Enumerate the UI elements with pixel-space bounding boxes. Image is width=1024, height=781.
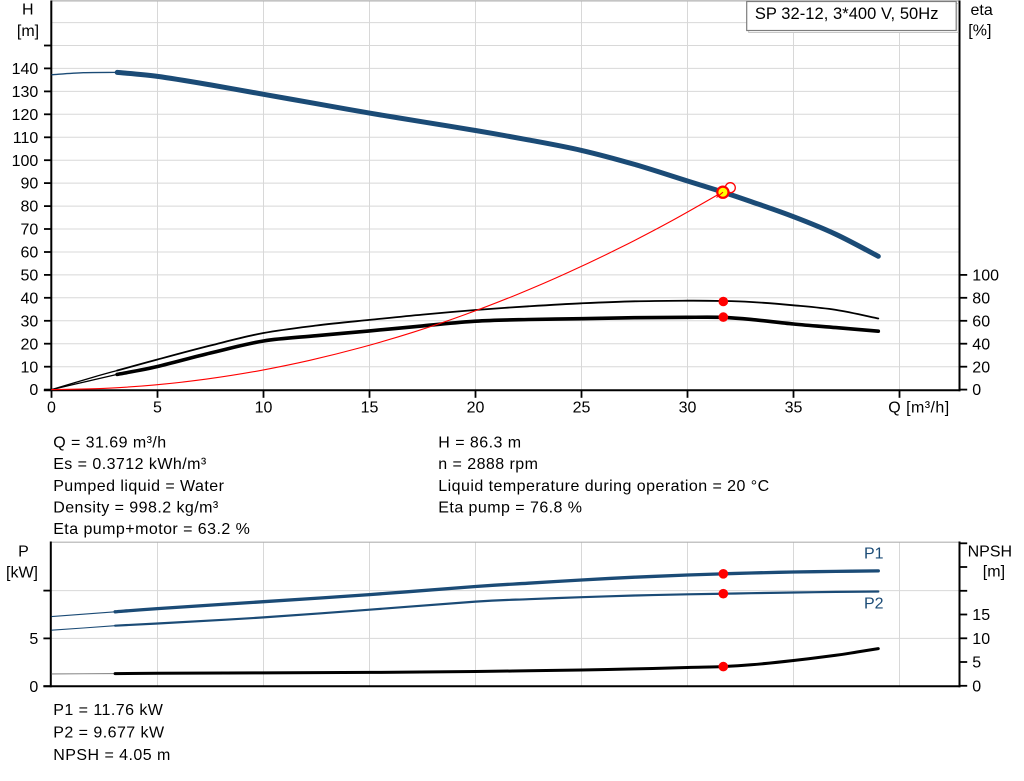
svg-text:[kW]: [kW] [6, 564, 38, 581]
svg-text:20: 20 [21, 336, 39, 353]
svg-text:eta: eta [971, 2, 993, 19]
svg-text:130: 130 [12, 84, 39, 101]
svg-text:20: 20 [972, 359, 990, 376]
svg-text:Q [m³/h]: Q [m³/h] [888, 399, 949, 416]
svg-text:P1: P1 [864, 546, 884, 563]
svg-text:0: 0 [29, 382, 38, 399]
svg-text:80: 80 [972, 290, 990, 307]
svg-text:NPSH: NPSH [968, 543, 1012, 560]
svg-text:[m]: [m] [17, 23, 39, 40]
svg-text:35: 35 [785, 400, 803, 417]
svg-text:Liquid temperature during oper: Liquid temperature during operation = 20… [438, 478, 769, 495]
svg-text:25: 25 [573, 400, 591, 417]
svg-text:Pumped liquid = Water: Pumped liquid = Water [53, 478, 224, 495]
svg-text:30: 30 [679, 400, 697, 417]
svg-text:0: 0 [972, 382, 981, 399]
svg-text:60: 60 [972, 313, 990, 330]
svg-text:0: 0 [47, 400, 56, 417]
svg-text:5: 5 [29, 631, 38, 648]
svg-text:100: 100 [12, 153, 39, 170]
svg-text:40: 40 [972, 336, 990, 353]
svg-text:H: H [22, 1, 34, 18]
svg-text:100: 100 [972, 268, 999, 285]
svg-text:NPSH = 4.05 m: NPSH = 4.05 m [53, 747, 170, 764]
svg-text:10: 10 [972, 631, 990, 648]
svg-text:n = 2888 rpm: n = 2888 rpm [438, 456, 538, 473]
svg-text:Density = 998.2 kg/m³: Density = 998.2 kg/m³ [53, 499, 219, 516]
svg-text:40: 40 [21, 290, 39, 307]
svg-text:110: 110 [13, 130, 39, 147]
svg-text:50: 50 [21, 268, 39, 285]
svg-text:120: 120 [12, 107, 39, 124]
svg-text:20: 20 [467, 400, 485, 417]
svg-text:70: 70 [21, 222, 39, 239]
svg-text:15: 15 [361, 400, 379, 417]
svg-text:Es = 0.3712 kWh/m³: Es = 0.3712 kWh/m³ [53, 456, 207, 473]
svg-text:H = 86.3 m: H = 86.3 m [438, 435, 521, 452]
svg-text:[m]: [m] [983, 563, 1005, 580]
svg-text:P2: P2 [864, 596, 884, 613]
svg-text:0: 0 [972, 678, 981, 695]
svg-text:10: 10 [255, 400, 273, 417]
svg-text:140: 140 [12, 61, 39, 78]
svg-text:Eta pump = 76.8 %: Eta pump = 76.8 % [438, 499, 582, 516]
svg-text:10: 10 [21, 359, 39, 376]
svg-text:P: P [18, 543, 29, 560]
svg-text:90: 90 [21, 176, 39, 193]
svg-text:0: 0 [29, 679, 38, 696]
svg-text:P1 = 11.76 kW: P1 = 11.76 kW [53, 702, 164, 719]
svg-text:60: 60 [21, 245, 39, 262]
svg-text:5: 5 [153, 400, 162, 417]
svg-text:SP 32-12, 3*400 V, 50Hz: SP 32-12, 3*400 V, 50Hz [755, 5, 939, 23]
svg-text:Eta pump+motor = 63.2 %: Eta pump+motor = 63.2 % [53, 521, 250, 538]
svg-text:5: 5 [972, 655, 981, 672]
svg-text:15: 15 [972, 607, 990, 624]
svg-text:[%]: [%] [968, 23, 991, 40]
svg-text:30: 30 [21, 313, 39, 330]
svg-text:80: 80 [21, 199, 39, 216]
svg-text:Q = 31.69 m³/h: Q = 31.69 m³/h [53, 435, 166, 452]
svg-text:P2 = 9.677 kW: P2 = 9.677 kW [53, 725, 165, 742]
